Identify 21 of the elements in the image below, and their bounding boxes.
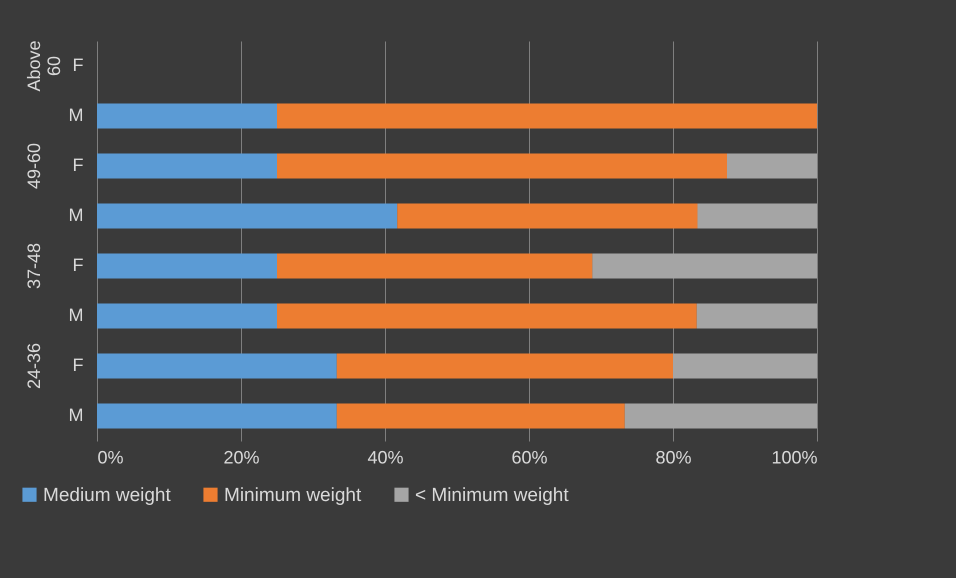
y-tick-label: M bbox=[68, 405, 84, 425]
x-tick-label: 40% bbox=[367, 448, 404, 468]
x-tick-label: 20% bbox=[223, 448, 260, 468]
x-tick-label: 60% bbox=[511, 448, 548, 468]
text: 24-36 bbox=[24, 342, 44, 390]
x-tick-label: 0% bbox=[98, 448, 124, 468]
y-tick-label: M bbox=[68, 305, 84, 325]
legend-label: Minimum weight bbox=[224, 484, 362, 506]
y-tick-label: M bbox=[68, 105, 84, 125]
y-tick-label: F bbox=[72, 355, 84, 375]
x-tick-label: 80% bbox=[655, 448, 692, 468]
y-tick-label: F bbox=[72, 55, 84, 75]
text: Above 60 bbox=[24, 40, 64, 92]
legend-label: < Minimum weight bbox=[415, 484, 570, 506]
text: 49-60 bbox=[24, 142, 44, 190]
y-tick-label: F bbox=[72, 255, 84, 275]
x-tick-label: 100% bbox=[771, 448, 818, 468]
legend-label: Medium weight bbox=[43, 484, 172, 506]
text: 37-48 bbox=[24, 242, 44, 290]
y-tick-label: M bbox=[68, 205, 84, 225]
y-tick-label: F bbox=[72, 155, 84, 175]
